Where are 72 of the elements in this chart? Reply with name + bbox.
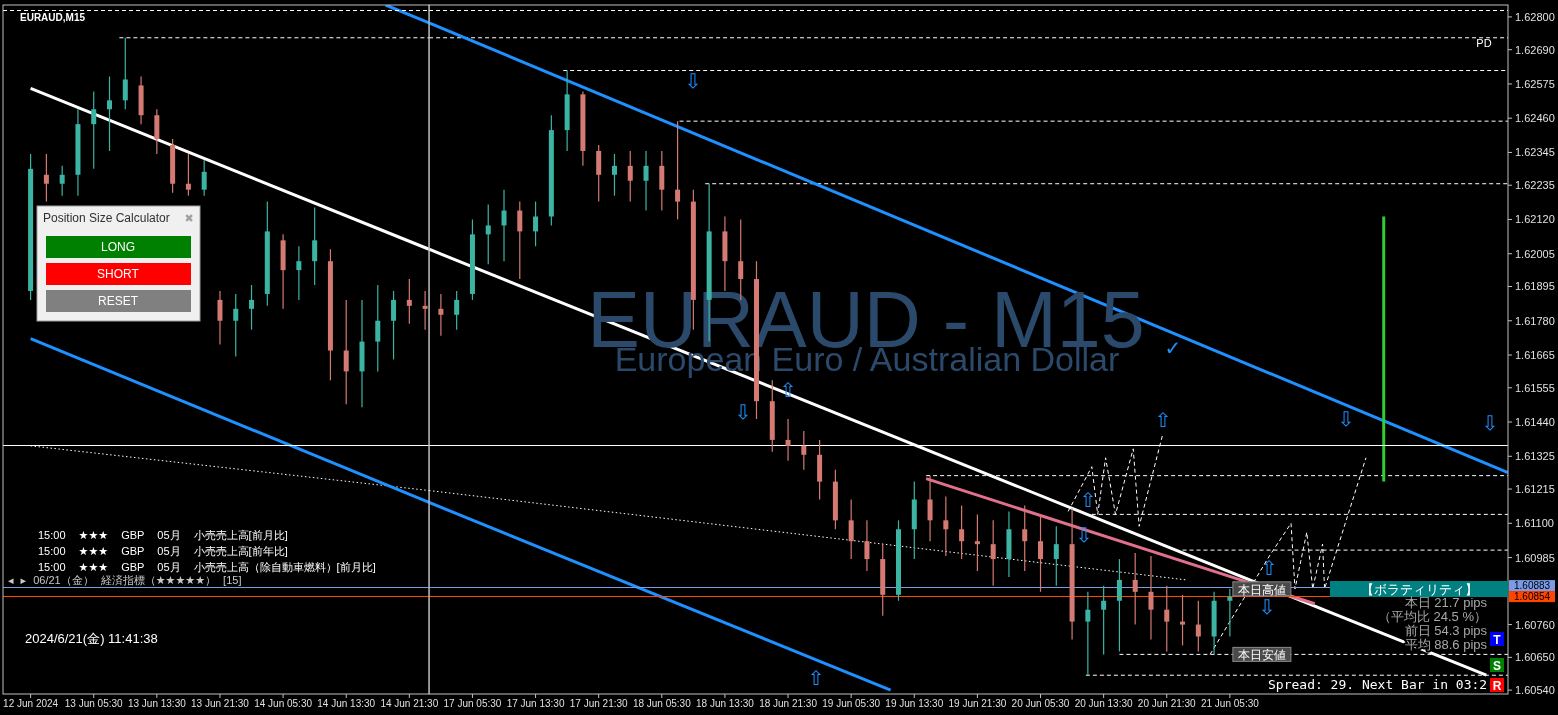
annotation: 本日安値 xyxy=(1237,648,1286,663)
x-tick-label: 18 Jun 13:30 xyxy=(696,698,755,709)
y-tick-label: 1.62235 xyxy=(1515,179,1555,192)
annotation: ✓ xyxy=(1164,336,1182,360)
annotation: 本日 21.7 pips xyxy=(1404,595,1488,610)
y-tick-label: 1.62005 xyxy=(1515,247,1555,260)
y-tick-label: 1.61895 xyxy=(1515,280,1555,293)
annotation: 15:00 ★★★ GBP 05月 小売売上高[前年比] xyxy=(38,545,288,557)
y-tick-label: 1.62460 xyxy=(1515,112,1555,125)
x-tick-label: 17 Jun 05:30 xyxy=(443,698,502,709)
y-tick-label: 1.62800 xyxy=(1515,10,1555,23)
y-tick-label: 1.62575 xyxy=(1515,77,1555,90)
x-tick-label: 14 Jun 13:30 xyxy=(317,698,376,709)
annotation: ⇧ xyxy=(807,666,825,690)
ref-line-label: 1.60883 xyxy=(1514,580,1551,592)
annotation: ◂ ▸ 06/21（金） 経済指標（★★★★★） [15] xyxy=(8,574,242,586)
x-tick-label: 20 Jun 05:30 xyxy=(1011,698,1070,709)
y-tick-label: 1.62120 xyxy=(1515,213,1555,226)
annotation: Position Size Calculator xyxy=(43,211,170,225)
annotation: SHORT xyxy=(97,267,140,281)
annotation: ⇧ xyxy=(1154,408,1172,432)
annotation: Spread: 29. Next Bar in 03:2 xyxy=(1268,677,1488,692)
text: EURAUD,M15 xyxy=(20,12,86,23)
x-tick-label: 14 Jun 21:30 xyxy=(380,698,439,709)
annotation: ⇩ xyxy=(1337,407,1355,431)
x-tick-label: 14 Jun 05:30 xyxy=(254,698,313,709)
y-tick-label: 1.61325 xyxy=(1515,450,1555,463)
annotation: LONG xyxy=(100,240,136,254)
annotation: RESET xyxy=(97,294,139,308)
x-tick-label: 19 Jun 13:30 xyxy=(885,698,944,709)
annotation: 本日高値 xyxy=(1237,582,1286,597)
y-tick-label: 1.60540 xyxy=(1515,684,1555,697)
annotation: ⇩ xyxy=(1481,411,1499,435)
y-tick-label: 1.60650 xyxy=(1515,651,1555,664)
annotation: ⇧ xyxy=(1079,488,1097,512)
y-tick-label: 1.62690 xyxy=(1515,43,1555,56)
x-tick-label: 17 Jun 13:30 xyxy=(506,698,565,709)
x-tick-label: 12 Jun 2024 xyxy=(3,698,59,709)
annotation: ⇩ xyxy=(734,400,752,424)
annotation: ✖ xyxy=(184,212,194,224)
x-tick-label: 20 Jun 13:30 xyxy=(1074,698,1133,709)
annotation: 15:00 ★★★ GBP 05月 小売売上高[前月比] xyxy=(38,529,288,541)
y-tick-label: 1.60985 xyxy=(1515,551,1555,564)
y-tick-label: 1.60760 xyxy=(1515,618,1555,631)
annotation: PD xyxy=(1476,37,1492,49)
x-tick-label: 18 Jun 05:30 xyxy=(632,698,692,709)
y-tick-label: 1.61440 xyxy=(1515,416,1555,429)
y-tick-label: 1.61780 xyxy=(1515,314,1555,327)
annotation: ⇩ xyxy=(1075,523,1093,548)
annotation: ⇩ xyxy=(1258,595,1276,619)
ref-line-label: 1.60854 xyxy=(1514,591,1551,603)
x-tick-label: 17 Jun 21:30 xyxy=(569,698,629,709)
y-tick-label: 1.62345 xyxy=(1515,146,1555,159)
annotation: ⇩ xyxy=(684,69,702,93)
x-tick-label: 20 Jun 21:30 xyxy=(1137,698,1197,709)
x-tick-label: 13 Jun 05:30 xyxy=(64,698,124,709)
x-tick-label: 13 Jun 21:30 xyxy=(191,698,250,709)
x-tick-label: 13 Jun 13:30 xyxy=(127,698,187,709)
x-tick-label: 19 Jun 05:30 xyxy=(822,698,881,709)
annotation: （平均比 24.5 %） xyxy=(1377,609,1487,624)
y-tick-label: 1.61100 xyxy=(1515,517,1554,530)
annotation: 2024/6/21(金) 11:41:38 xyxy=(25,631,158,646)
x-tick-label: 18 Jun 21:30 xyxy=(759,698,818,709)
x-tick-label: 19 Jun 21:30 xyxy=(948,698,1007,709)
annotation: ⇧ xyxy=(1260,556,1278,580)
y-tick-label: 1.61555 xyxy=(1515,381,1555,394)
annotation: 【ボラティリティ】 xyxy=(1360,582,1478,597)
annotation: 15:00 ★★★ GBP 05月 小売売上高（除自動車燃料）[前月比] xyxy=(38,561,376,573)
x-tick-label: 21 Jun 05:30 xyxy=(1200,698,1260,709)
annotation: 前日 54.3 pips xyxy=(1404,623,1488,638)
y-tick-label: 1.61665 xyxy=(1515,349,1555,362)
y-tick-label: 1.61215 xyxy=(1515,483,1555,496)
